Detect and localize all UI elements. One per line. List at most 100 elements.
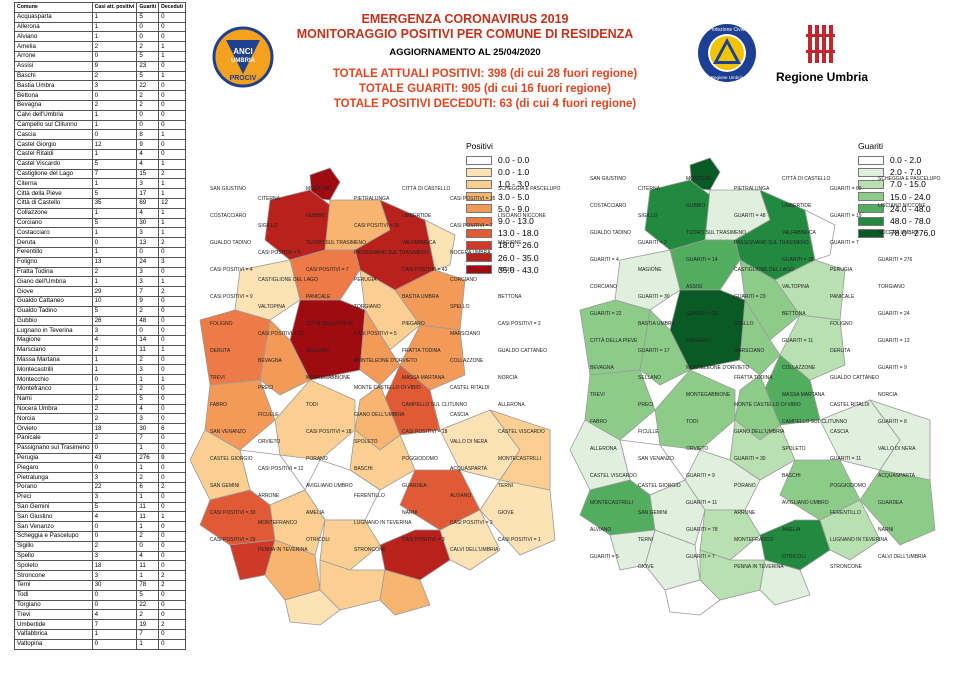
map-label: NOCERA UMBRA — [450, 250, 491, 256]
table-row: Piegaro 0 1 0 — [14, 462, 186, 474]
table-row: Assisi 9 23 0 — [14, 60, 186, 72]
cell-guariti: 7 — [136, 629, 160, 640]
map-label: PASSIGNANO SUL TRASIMENO — [354, 250, 429, 256]
map-label: GUARITI = 19 — [830, 213, 862, 219]
municipality-area — [259, 319, 311, 396]
map-label: GUARITI = 2 — [638, 240, 667, 246]
map-label: STRONCONE — [354, 547, 387, 553]
map-label: ALVIANO — [590, 527, 611, 533]
cell-guariti: 4 — [136, 148, 160, 160]
municipality-area — [609, 529, 656, 571]
cell-positivi: 1 — [91, 246, 138, 258]
map-label: BASTIA UMBRA — [402, 294, 440, 300]
cell-positivi: 2 — [91, 344, 138, 356]
map-label: TERNI — [638, 537, 653, 543]
cell-comune: Spoleto — [14, 560, 93, 572]
map-label: CITTÀ DI CASTELLO — [402, 185, 450, 192]
cell-deceduti: 0 — [158, 31, 186, 43]
map-label: GUARITI = 7 — [686, 554, 715, 560]
map-label: SIGILLO — [638, 213, 658, 219]
cell-comune: Marsciano — [14, 344, 93, 356]
map-label: MASSA MARTANA — [782, 392, 825, 398]
table-row: Narni 2 5 0 — [14, 393, 186, 405]
map-label: FICULLE — [638, 429, 659, 435]
cell-comune: Bevagna — [14, 99, 93, 111]
table-row: Valtopina 0 1 0 — [14, 638, 186, 650]
municipality-area — [804, 209, 836, 261]
municipality-area — [424, 219, 456, 271]
cell-positivi: 1 — [91, 629, 138, 640]
map-label: CASI POSITIVI = 2 — [498, 321, 541, 327]
municipality-area — [289, 249, 361, 301]
cell-guariti: 0 — [136, 119, 160, 131]
map-label: GUARITI = 48 — [734, 213, 766, 219]
cell-comune: Calvi dell'Umbria — [14, 109, 93, 121]
municipality-area — [669, 239, 741, 291]
table-row: San Gemini 5 11 0 — [14, 501, 186, 513]
cell-positivi: 2 — [91, 41, 138, 52]
total-recovered: TOTALE GUARITI: 905 (di cui 16 fuori reg… — [359, 83, 611, 95]
cell-positivi: 1 — [91, 207, 138, 219]
map-label: GUARITI = 11 — [782, 338, 813, 344]
map-label: CASI POSITIVI = 7 — [450, 223, 493, 229]
map-label: VALFABBRICA — [402, 240, 436, 246]
cell-positivi: 4 — [91, 335, 138, 346]
cell-positivi: 3 — [91, 472, 138, 484]
comuni-table: Comune Casi att. positivi Guariti Decedu… — [14, 2, 186, 650]
cell-comune: Gubbio — [14, 315, 93, 327]
cell-positivi: 2 — [91, 99, 138, 111]
cell-positivi: 2 — [91, 433, 138, 444]
protezione-civile-logo: Protezione Civile Regione Umbria — [698, 24, 756, 82]
cell-guariti: 9 — [136, 139, 160, 150]
map-label: PERUGIA — [354, 277, 377, 283]
cell-positivi: 26 — [91, 315, 138, 327]
municipality-area — [229, 539, 276, 581]
cell-deceduti: 0 — [158, 148, 186, 160]
map-label: CASCIA — [830, 429, 849, 435]
map-label: GUBBIO — [686, 203, 706, 209]
cell-comune: Bastia Umbra — [14, 80, 93, 92]
table-row: Citerna 1 3 1 — [14, 178, 186, 190]
regione-umbria-logo — [806, 25, 835, 63]
cell-comune: Valfabbrica — [14, 629, 93, 640]
map-label: MONTE CASTELLO DI VIBIO — [354, 385, 421, 391]
map-label: UMBERTIDE — [782, 203, 812, 209]
map-label: GUARITI = 276 — [878, 257, 913, 263]
table-row: Castiglione del Lago 7 15 2 — [14, 168, 186, 180]
cell-comune: Foligno — [14, 256, 93, 268]
cell-deceduti: 0 — [158, 109, 186, 121]
cell-guariti: 2 — [136, 472, 160, 484]
municipality-area — [359, 269, 421, 351]
map-label: PIETRALUNGA — [354, 196, 390, 202]
municipality-area — [739, 259, 801, 341]
cell-positivi: 0 — [91, 374, 138, 386]
municipality-area — [654, 369, 736, 451]
table-row: Castel Giorgio 12 9 0 — [14, 139, 186, 150]
cell-positivi: 5 — [91, 158, 138, 170]
map-label: GUARITI = 30 — [734, 456, 766, 462]
legend-label: 48.0 - 78.0 — [890, 216, 931, 227]
cell-positivi: 22 — [91, 482, 138, 493]
anci-umbria-prociv-logo: ANCI UMBRIA PROCIV — [212, 26, 274, 88]
regione-umbria-label: Regione Umbria — [776, 70, 869, 84]
map-label: SAN GIUSTINO — [590, 176, 626, 182]
table-header-row: Comune Casi att. positivi Guariti Decedu… — [14, 2, 186, 13]
cell-guariti: 4 — [136, 207, 160, 219]
map-label: BASCHI — [354, 466, 373, 472]
municipality-area — [649, 479, 706, 546]
legend-swatch — [466, 155, 492, 165]
table-row: Fratta Todina 2 3 0 — [14, 266, 186, 278]
cell-comune: Assisi — [14, 60, 93, 72]
cell-positivi: 5 — [91, 305, 138, 317]
municipality-area — [584, 369, 656, 441]
cell-comune: Porano — [14, 482, 93, 493]
cell-positivi: 1 — [91, 364, 138, 376]
cell-comune: Giove — [14, 286, 93, 297]
map-label: NARNI — [878, 527, 894, 533]
table-row: Gubbio 26 48 0 — [14, 315, 186, 327]
cell-positivi: 1 — [91, 384, 138, 395]
cell-positivi: 0 — [91, 129, 138, 141]
cell-deceduti: 0 — [158, 60, 186, 72]
map-label: SELLANO — [638, 375, 661, 381]
cell-guariti: 8 — [136, 129, 160, 141]
